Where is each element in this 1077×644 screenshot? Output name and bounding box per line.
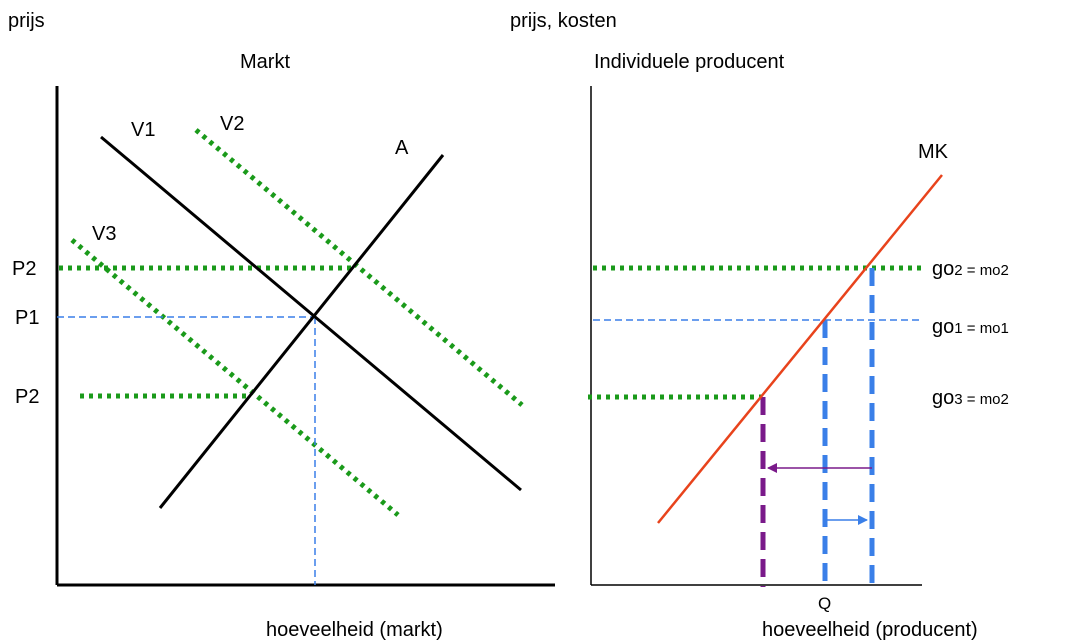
- label-p2-top: P2: [12, 258, 36, 280]
- label-mk: MK: [918, 141, 949, 163]
- market-title: Markt: [240, 51, 290, 73]
- label-go1-mo1: go1 = mo1: [932, 316, 1009, 338]
- marginal-cost-curve-mk: [657, 174, 943, 524]
- market-x-axis-label: hoeveelheid (markt): [266, 619, 443, 641]
- market-y-axis-label: prijs: [8, 10, 45, 32]
- demand-curve-v2: [194, 128, 524, 407]
- label-p1: P1: [15, 307, 39, 329]
- label-v3: V3: [92, 223, 116, 245]
- label-v2: V2: [220, 113, 244, 135]
- market-panel: prijs Markt V1 V2 V3 A P2 P1 P2 hoeveelh…: [8, 10, 555, 641]
- producer-panel: prijs, kosten Individuele producent MK g…: [510, 10, 1009, 641]
- demand-curve-v3: [70, 238, 400, 517]
- producer-y-axis-label: prijs, kosten: [510, 10, 617, 32]
- label-a: A: [395, 137, 409, 159]
- label-go2-mo2: go2 = mo2: [932, 258, 1009, 280]
- supply-curve-a: [158, 154, 445, 509]
- producer-x-axis-label: hoeveelheid (producent): [762, 619, 978, 641]
- producer-title: Individuele producent: [594, 51, 785, 73]
- demand-curve-v1: [100, 135, 522, 492]
- label-v1: V1: [131, 119, 155, 141]
- label-q: Q: [818, 594, 831, 613]
- label-go3-mo2: go3 = mo2: [932, 387, 1009, 409]
- label-p2-bottom: P2: [15, 386, 39, 408]
